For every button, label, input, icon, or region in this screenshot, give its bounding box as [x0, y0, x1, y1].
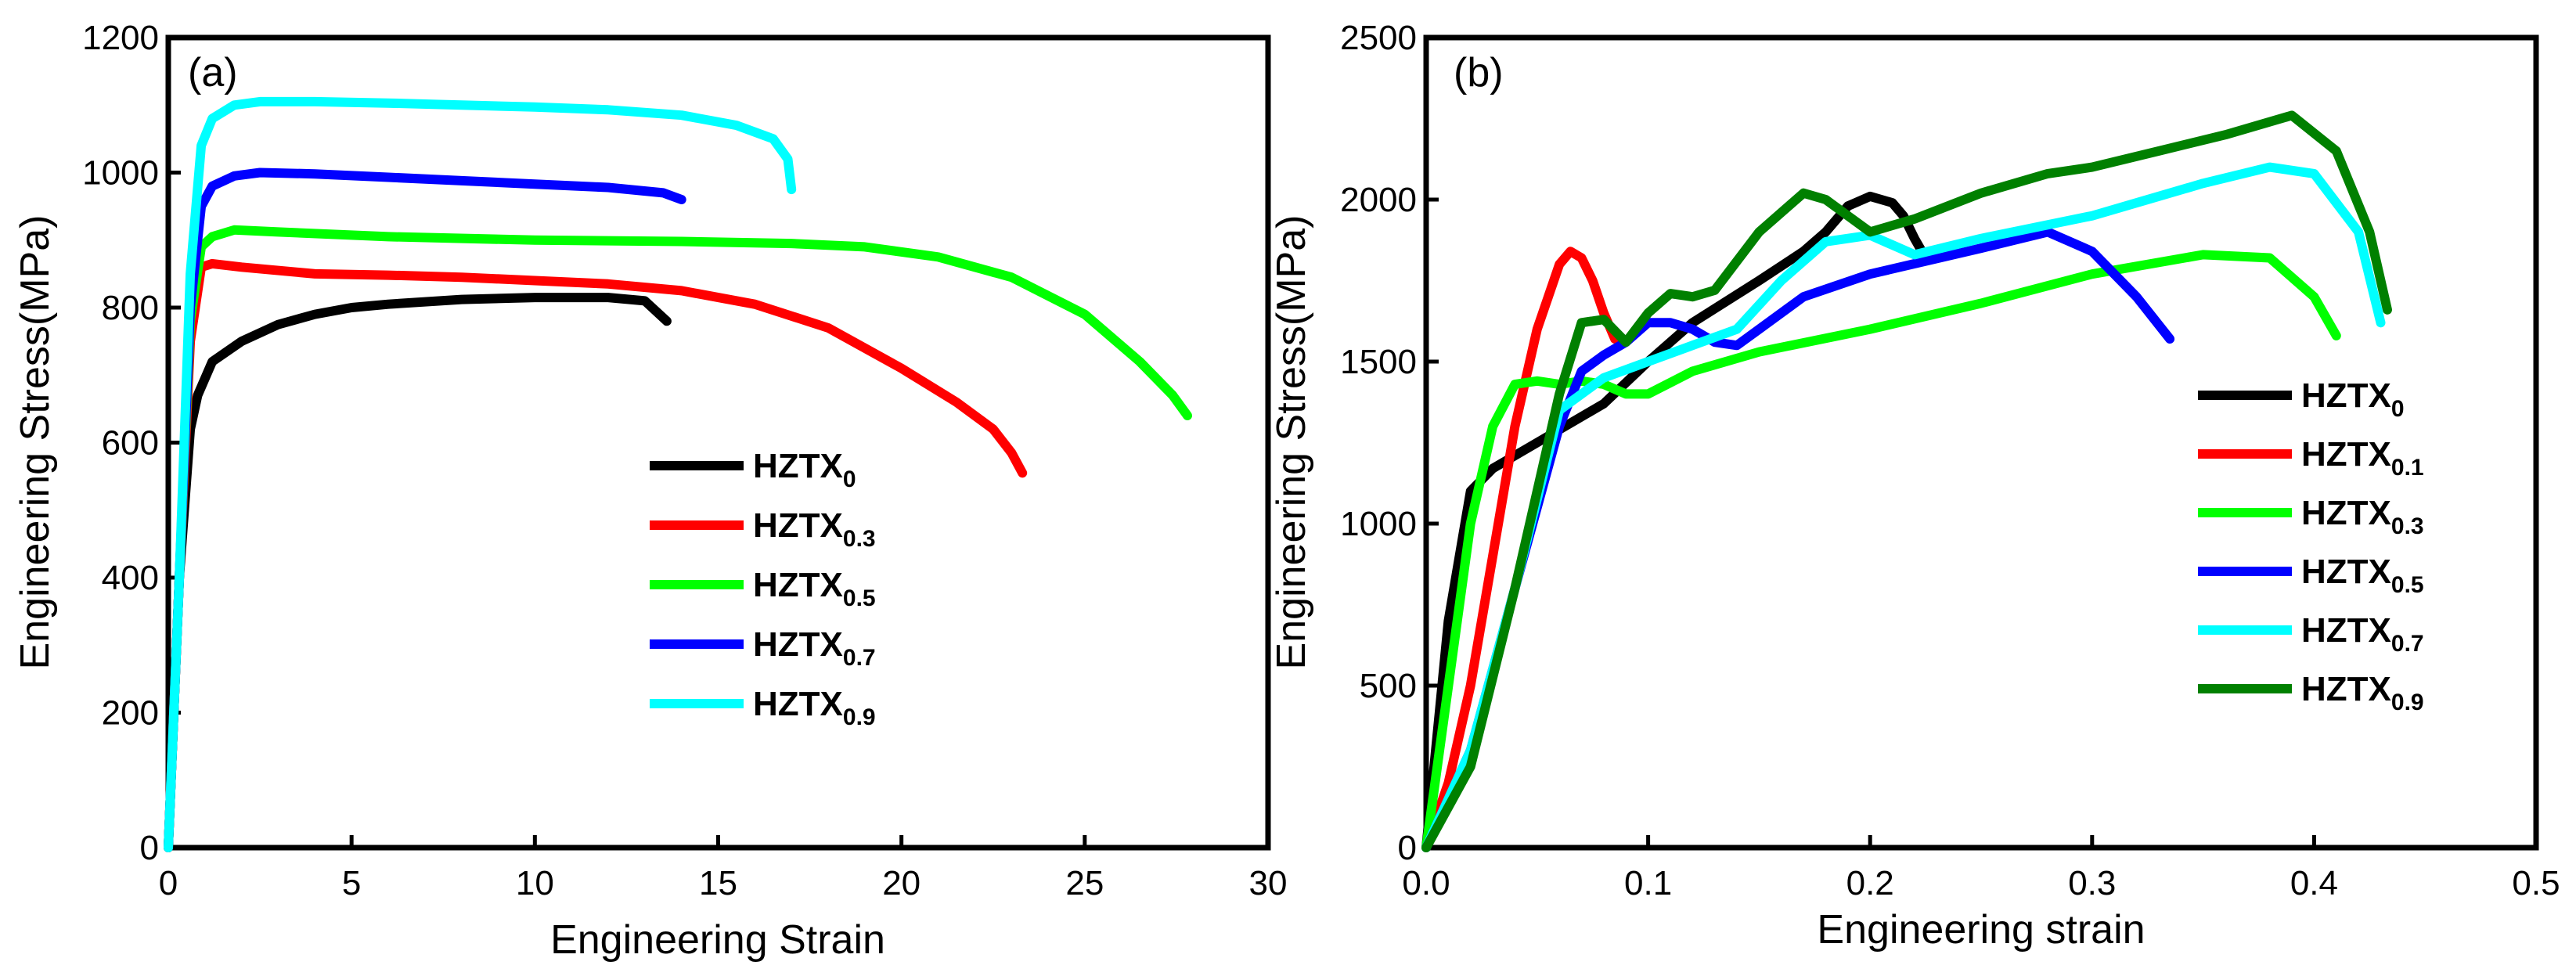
legend-label: HZTX0.3 — [2301, 494, 2424, 539]
legend-label-subscript: 0.3 — [843, 526, 876, 552]
panel-label: (a) — [188, 50, 238, 95]
legend-label: HZTX0.5 — [2301, 553, 2424, 598]
x-tick-label: 30 — [1249, 864, 1288, 902]
x-tick-label: 0.5 — [2512, 864, 2560, 902]
legend-label: HZTX0 — [2301, 376, 2405, 422]
legend-label-main: HZTX — [753, 447, 843, 485]
legend-label: HZTX0.5 — [753, 566, 876, 611]
legend-label-main: HZTX — [753, 625, 843, 664]
y-tick-label: 0 — [1398, 829, 1417, 867]
series-line-hztx-0.5 — [1421, 227, 2175, 852]
y-tick-label: 800 — [102, 289, 159, 327]
series-line-hztx-0.3 — [164, 258, 1028, 852]
legend-label: HZTX0.9 — [2301, 670, 2424, 715]
legend-label: HZTX0.1 — [2301, 435, 2424, 481]
legend-label-main: HZTX — [2301, 553, 2391, 591]
legend-label-subscript: 0.9 — [2391, 690, 2424, 715]
legend-label: HZTX0 — [753, 447, 856, 492]
y-tick-label: 1000 — [1340, 505, 1417, 543]
legend-label-main: HZTX — [753, 685, 843, 723]
axis-ticks: 0.0 0.1 0.2 0.3 0.4 0.5 0 500 1000 1500 2000 2500 — [1340, 19, 2560, 902]
x-tick-label: 0.1 — [1624, 864, 1672, 902]
y-tick-label: 200 — [102, 694, 159, 733]
legend-label-subscript: 0.7 — [2391, 631, 2424, 657]
x-tick-label: 0 — [159, 864, 178, 902]
chart-panel-b: 0.0 0.1 0.2 0.3 0.4 0.5 0 500 1000 1500 2000 2500 (… — [1269, 19, 2560, 953]
legend-label: HZTX0.7 — [753, 625, 876, 671]
series-line-hztx-0.9 — [1421, 110, 2392, 852]
legend-label-subscript: 0.1 — [2391, 455, 2424, 481]
y-tick-label: 1200 — [82, 19, 159, 57]
series-line-hztx-0.3 — [1421, 250, 2341, 852]
legend-label-main: HZTX — [753, 566, 843, 604]
plot-area-frame — [1423, 34, 2539, 851]
legend-label-main: HZTX — [2301, 670, 2391, 708]
x-axis-title: Engineering strain — [1817, 907, 2145, 953]
x-axis-title: Engineering Strain — [550, 917, 885, 963]
axis-ticks: 0 5 10 15 20 25 30 0 200 400 600 800 1000 1200 — [82, 19, 1287, 902]
y-tick-label: 1000 — [82, 154, 159, 193]
legend-label: HZTX0.9 — [753, 685, 876, 730]
legend-label-subscript: 0.3 — [2391, 513, 2424, 539]
x-tick-label: 20 — [882, 864, 921, 902]
y-axis-title: Engineering Stress(MPa) — [1269, 215, 1314, 670]
legend-label-subscript: 0.5 — [2391, 572, 2424, 598]
plot-area-frame — [165, 34, 1271, 851]
panel-label: (b) — [1454, 50, 1504, 95]
chart-panel-a: 0 5 10 15 20 25 30 0 200 400 600 800 1000 1200 (a) En… — [13, 19, 1287, 963]
legend-label-main: HZTX — [2301, 611, 2391, 650]
x-tick-label: 15 — [699, 864, 737, 902]
x-tick-label: 5 — [342, 864, 361, 902]
legend-label: HZTX0.7 — [2301, 611, 2424, 657]
y-tick-label: 2000 — [1340, 181, 1417, 219]
x-tick-label: 0.0 — [1402, 864, 1450, 902]
y-tick-label: 400 — [102, 559, 159, 597]
x-tick-label: 0.2 — [1846, 864, 1894, 902]
y-tick-label: 1500 — [1340, 343, 1417, 381]
legend-label-subscript: 0.9 — [843, 704, 876, 730]
series-lines — [1421, 110, 2392, 852]
legend-label-main: HZTX — [2301, 494, 2391, 532]
series-line-hztx-0.9 — [164, 96, 797, 852]
x-tick-label: 10 — [516, 864, 554, 902]
y-tick-label: 0 — [140, 829, 159, 867]
legend-label-main: HZTX — [753, 506, 843, 545]
x-tick-label: 25 — [1065, 864, 1104, 902]
series-line-hztx-0.5 — [164, 225, 1192, 852]
legend-label-main: HZTX — [2301, 376, 2391, 415]
series-line-hztx-0 — [164, 293, 672, 852]
legend-label-subscript: 0 — [843, 466, 856, 492]
y-tick-label: 500 — [1360, 667, 1417, 705]
legend-label-main: HZTX — [2301, 435, 2391, 474]
legend-label-subscript: 0.7 — [843, 645, 876, 671]
x-tick-label: 0.3 — [2068, 864, 2116, 902]
legend-label-subscript: 0 — [2391, 396, 2405, 422]
y-tick-label: 2500 — [1340, 19, 1417, 57]
series-lines — [164, 96, 1192, 852]
legend-label: HZTX0.3 — [753, 506, 876, 552]
x-tick-label: 0.4 — [2290, 864, 2338, 902]
legend-label-subscript: 0.5 — [843, 585, 876, 611]
series-line-hztx-0.1 — [1421, 247, 1620, 852]
y-tick-label: 600 — [102, 424, 159, 463]
y-axis-title: Engineering Stress(MPa) — [13, 215, 58, 670]
